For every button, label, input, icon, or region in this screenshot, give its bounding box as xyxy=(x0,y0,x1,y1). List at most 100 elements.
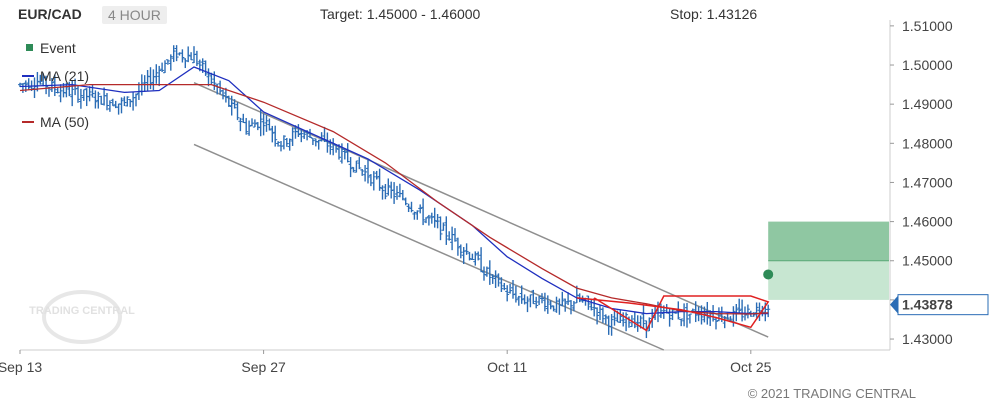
price-bar xyxy=(110,98,115,107)
price-bar xyxy=(348,157,353,178)
price-bar xyxy=(244,117,249,135)
price-bar xyxy=(189,52,194,61)
price-bar xyxy=(421,198,426,226)
price-bar xyxy=(87,86,92,102)
price-bar xyxy=(386,178,391,196)
target-zone-upper xyxy=(768,221,889,261)
price-bar xyxy=(511,279,515,299)
price-bar xyxy=(586,295,591,310)
x-tick-label: Oct 25 xyxy=(730,359,771,375)
price-bar xyxy=(284,137,289,147)
target-zone-lower xyxy=(768,260,889,300)
price-bar xyxy=(90,84,95,98)
price-bar xyxy=(250,118,254,127)
price-bar xyxy=(183,58,188,69)
price-bar xyxy=(409,201,414,213)
price-bar xyxy=(682,303,687,327)
price-bar xyxy=(258,109,263,137)
price-bar xyxy=(658,303,663,319)
legend-ma21: MA (21) xyxy=(40,68,89,84)
price-bar xyxy=(270,125,275,143)
symbol-label: EUR/CAD xyxy=(18,6,82,22)
price-bar xyxy=(595,307,600,325)
last-price-tag: 1.43878 xyxy=(890,294,989,316)
price-bar xyxy=(186,46,191,63)
price-bar xyxy=(310,137,315,146)
price-bar xyxy=(679,318,684,327)
price-bar xyxy=(360,169,365,176)
price-bar xyxy=(540,293,544,304)
price-bar xyxy=(426,214,431,226)
channel-upper-line xyxy=(193,81,769,338)
y-tick-label: 1.50000 xyxy=(902,57,953,73)
y-tick-label: 1.43000 xyxy=(902,331,953,347)
price-bar xyxy=(473,251,478,266)
price-bar xyxy=(319,132,324,142)
price-bar xyxy=(76,85,80,103)
price-bar xyxy=(345,143,350,163)
price-bar xyxy=(624,312,629,332)
price-bar xyxy=(290,127,295,146)
price-bar xyxy=(557,298,562,315)
price-bar xyxy=(528,294,533,308)
price-bar xyxy=(458,244,463,259)
price-bar xyxy=(145,70,150,91)
price-bar xyxy=(525,296,530,313)
price-bar xyxy=(125,96,130,107)
price-bar xyxy=(93,90,98,109)
x-tick-label: Sep 13 xyxy=(0,359,42,375)
price-bar xyxy=(482,266,486,281)
price-bar xyxy=(722,316,727,329)
price-bar xyxy=(548,300,553,310)
price-bar xyxy=(134,93,138,107)
price-bar xyxy=(252,119,257,128)
price-bar xyxy=(180,49,185,63)
trading-central-watermark-logo: TRADING CENTRAL xyxy=(29,290,135,344)
price-bar xyxy=(142,75,147,92)
price-bar xyxy=(168,54,173,71)
price-bar xyxy=(281,135,286,150)
price-bar xyxy=(203,60,208,76)
price-bar xyxy=(96,91,101,109)
price-bar xyxy=(554,296,559,313)
price-bar xyxy=(368,174,373,187)
price-bar xyxy=(467,251,472,261)
price-bar xyxy=(232,99,237,109)
event-marker xyxy=(763,269,774,280)
price-bar xyxy=(569,300,573,315)
price-bar xyxy=(403,197,408,206)
price-bar xyxy=(20,83,25,93)
price-bar xyxy=(618,309,623,324)
copyright-label: © 2021 TRADING CENTRAL xyxy=(747,386,916,401)
price-bar xyxy=(351,166,356,173)
price-bar xyxy=(374,170,379,180)
price-bar xyxy=(238,117,243,132)
price-bar xyxy=(537,295,542,306)
price-bar xyxy=(81,89,86,101)
price-bar xyxy=(264,115,269,132)
price-bar xyxy=(325,132,330,153)
last-price-label: 1.43878 xyxy=(902,297,953,313)
price-bar xyxy=(714,317,718,330)
chart-pattern-line xyxy=(576,295,770,332)
price-bar xyxy=(397,183,402,198)
price-bar xyxy=(174,45,179,62)
legend-event: Event xyxy=(40,40,76,56)
x-tick-label: Sep 27 xyxy=(241,359,286,375)
last-price-box xyxy=(897,294,989,316)
price-bar xyxy=(148,67,153,90)
price-bar xyxy=(609,314,614,336)
price-bar xyxy=(99,95,104,105)
price-bar xyxy=(603,314,608,325)
price-bar xyxy=(493,270,498,288)
watermark-text: TRADING CENTRAL xyxy=(29,305,135,317)
price-bar xyxy=(32,77,37,99)
price-bar xyxy=(221,89,225,100)
timeframe-button[interactable]: 4 HOUR xyxy=(102,6,167,24)
price-bar xyxy=(632,312,637,329)
price-bar xyxy=(371,171,376,191)
price-bar xyxy=(429,212,434,224)
price-bar xyxy=(455,237,460,256)
price-bar xyxy=(342,149,347,160)
